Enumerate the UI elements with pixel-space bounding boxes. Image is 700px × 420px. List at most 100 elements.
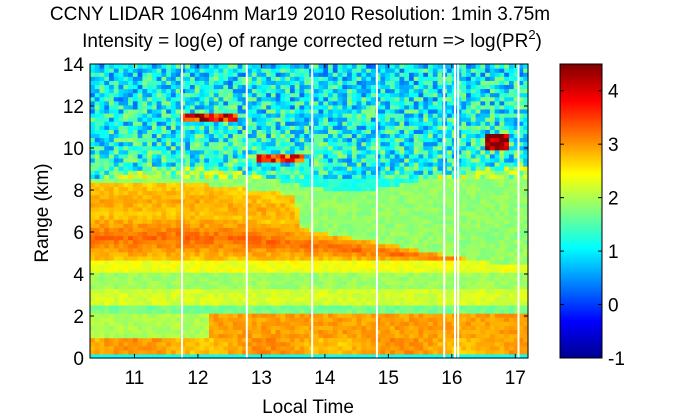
heatmap-cell: [237, 325, 243, 331]
heatmap-cell: [313, 206, 320, 212]
heatmap-cell: [294, 284, 301, 290]
heatmap-cell: [99, 235, 105, 241]
heatmap-cell: [294, 80, 301, 86]
heatmap-cell: [337, 333, 343, 339]
heatmap-cell: [123, 268, 129, 273]
heatmap-cell: [118, 117, 124, 122]
heatmap-cell: [156, 288, 163, 294]
heatmap-cell: [142, 292, 148, 298]
heatmap-cell: [113, 174, 120, 179]
heatmap-cell: [304, 88, 310, 94]
heatmap-cell: [356, 190, 362, 196]
heatmap-cell: [242, 337, 248, 343]
heatmap-cell: [251, 68, 258, 73]
heatmap-cell: [94, 235, 101, 241]
heatmap-cell: [194, 80, 201, 86]
heatmap-cell: [118, 321, 124, 326]
heatmap-cell: [104, 211, 110, 216]
heatmap-cell: [351, 129, 358, 135]
heatmap-cell: [242, 141, 248, 147]
heatmap-cell: [366, 80, 372, 86]
heatmap-cell: [109, 153, 115, 159]
heatmap-cell: [251, 255, 258, 261]
heatmap-cell: [408, 243, 415, 249]
heatmap-cell: [204, 198, 210, 204]
heatmap-cell: [375, 313, 382, 318]
heatmap-cell: [347, 121, 353, 126]
heatmap-cell: [147, 149, 153, 155]
heatmap-cell: [318, 325, 324, 331]
heatmap-cell: [166, 304, 172, 310]
heatmap-cell: [361, 333, 367, 339]
heatmap-cell: [132, 190, 139, 196]
heatmap-cell: [294, 92, 301, 98]
heatmap-cell: [361, 353, 367, 359]
heatmap-cell: [351, 235, 358, 241]
heatmap-cell: [418, 325, 424, 331]
heatmap-cell: [90, 211, 96, 216]
heatmap-cell: [109, 137, 115, 143]
heatmap-cell: [218, 108, 224, 114]
heatmap-cell: [104, 186, 110, 192]
heatmap-cell: [356, 280, 362, 286]
heatmap-cell: [389, 264, 396, 269]
heatmap-cell: [251, 198, 258, 204]
heatmap-cell: [104, 219, 110, 224]
heatmap-cell: [394, 304, 401, 310]
heatmap-cell: [175, 190, 182, 196]
heatmap-cell: [366, 284, 372, 290]
heatmap-cell: [399, 292, 405, 298]
heatmap-cell: [342, 166, 348, 171]
heatmap-cell: [332, 129, 339, 135]
heatmap-cell: [285, 72, 291, 77]
heatmap-cell: [270, 341, 277, 347]
heatmap-cell: [213, 300, 220, 306]
heatmap-cell: [270, 329, 277, 335]
heatmap-cell: [351, 157, 358, 163]
heatmap-cell: [142, 223, 148, 228]
heatmap-cell: [123, 231, 129, 237]
heatmap-cell: [99, 92, 105, 98]
heatmap-cell: [261, 251, 267, 257]
heatmap-cell: [199, 100, 205, 106]
heatmap-cell: [385, 325, 391, 331]
heatmap-cell: [280, 206, 286, 212]
heatmap-cell: [113, 329, 120, 335]
heatmap-cell: [166, 317, 172, 322]
heatmap-cell: [399, 113, 405, 118]
heatmap-cell: [223, 309, 229, 314]
heatmap-cell: [385, 170, 391, 175]
heatmap-cell: [166, 113, 172, 118]
heatmap-cell: [204, 92, 210, 98]
heatmap-cell: [228, 149, 234, 155]
heatmap-cell: [318, 239, 324, 245]
heatmap-cell: [389, 157, 396, 163]
heatmap-cell: [289, 251, 296, 257]
heatmap-cell: [247, 215, 253, 220]
heatmap-cell: [170, 84, 177, 90]
heatmap-cell: [209, 284, 215, 290]
heatmap-cell: [99, 157, 105, 163]
heatmap-cell: [228, 166, 234, 171]
heatmap-cell: [266, 194, 272, 200]
heatmap-cell: [323, 145, 329, 151]
heatmap-cell: [204, 149, 210, 155]
heatmap-cell: [228, 137, 234, 143]
heatmap-cell: [275, 162, 282, 167]
chart-title: CCNY LIDAR 1064nm Mar19 2010 Resolution:…: [50, 4, 550, 25]
heatmap-cell: [247, 251, 253, 257]
heatmap-cell: [351, 149, 358, 155]
heatmap-cell: [147, 321, 153, 326]
heatmap-cell: [380, 280, 386, 286]
heatmap-cell: [408, 186, 415, 192]
heatmap-cell: [170, 239, 177, 245]
heatmap-cell: [328, 129, 334, 135]
heatmap-cell: [375, 288, 382, 294]
heatmap-cell: [166, 333, 172, 339]
heatmap-cell: [342, 300, 348, 306]
heatmap-cell: [156, 215, 163, 220]
heatmap-cell: [256, 182, 262, 188]
heatmap-cell: [161, 341, 167, 347]
heatmap-cell: [389, 325, 396, 331]
heatmap-cell: [213, 313, 220, 318]
